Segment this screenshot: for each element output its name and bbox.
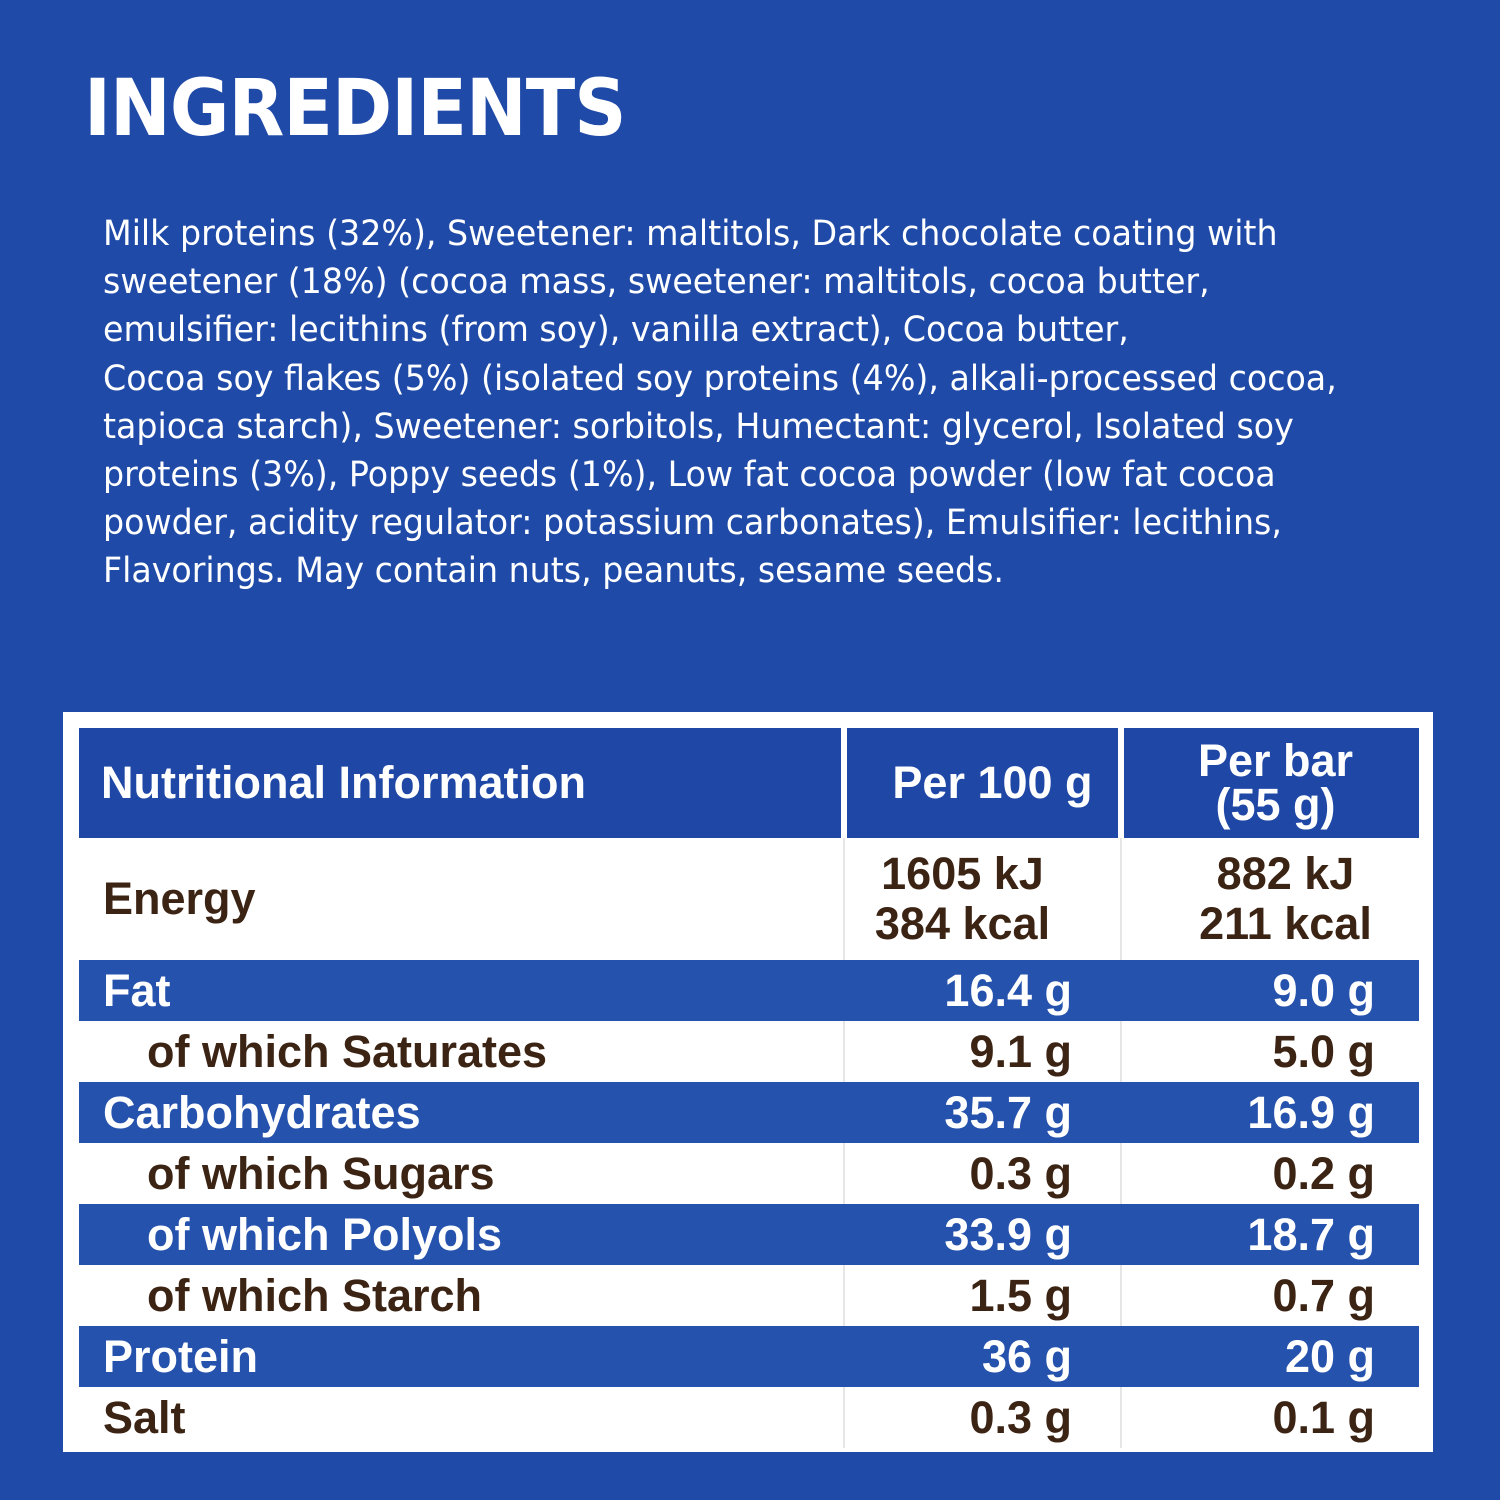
row-label: Energy (79, 838, 844, 960)
table-row: of which Polyols 33.9 g 18.7 g (79, 1204, 1419, 1265)
table-row: Protein 36 g 20 g (79, 1326, 1419, 1387)
ingredients-line: sweetener (18%) (cocoa mass, sweetener: … (103, 262, 1210, 303)
ingredients-line: emulsifier: lecithins (from soy), vanill… (103, 310, 1129, 351)
table-row-energy: Energy 1605 kJ 384 kcal 882 kJ 211 kcal (79, 838, 1419, 960)
energy-per-bar-kcal: 211 kcal (1199, 898, 1372, 949)
row-per-bar: 5.0 g (1120, 1021, 1419, 1082)
row-per-100g: 16.4 g (843, 960, 1121, 1021)
row-per-bar: 20 g (1120, 1326, 1419, 1387)
row-per-100g: 9.1 g (843, 1021, 1121, 1082)
table-row: Salt 0.3 g 0.1 g (79, 1387, 1419, 1448)
energy-per-bar-kj: 882 kJ (1216, 848, 1355, 899)
row-per-100g: 33.9 g (843, 1204, 1121, 1265)
ingredients-line: Milk proteins (32%), Sweetener: maltitol… (103, 214, 1278, 254)
table-row: of which Starch 1.5 g 0.7 g (79, 1265, 1419, 1326)
header-nutritional-information: Nutritional Information (79, 728, 847, 838)
row-per-100g: 0.3 g (843, 1387, 1121, 1448)
table-row: of which Sugars 0.3 g 0.2 g (79, 1143, 1419, 1204)
row-label: of which Saturates (79, 1021, 844, 1082)
ingredients-text: Milk proteins (32%), Sweetener: maltitol… (103, 210, 1386, 596)
row-per-bar: 9.0 g (1120, 960, 1419, 1021)
row-per-bar: 0.1 g (1120, 1387, 1419, 1448)
row-per-100g: 1.5 g (843, 1265, 1121, 1326)
row-label: of which Sugars (79, 1143, 844, 1204)
ingredients-line: proteins (3%), Poppy seeds (1%), Low fat… (103, 455, 1276, 496)
row-per-bar: 16.9 g (1120, 1082, 1419, 1143)
ingredients-heading: INGREDIENTS (84, 64, 627, 154)
ingredients-line: powder, acidity regulator: potassium car… (103, 503, 1282, 544)
row-label: Protein (79, 1326, 844, 1387)
ingredients-line: Flavorings. May contain nuts, peanuts, s… (103, 551, 1004, 592)
row-per-100g: 35.7 g (843, 1082, 1121, 1143)
nutrition-panel: Nutritional Information Per 100 g Per ba… (63, 712, 1433, 1452)
row-per-100g: 36 g (843, 1326, 1121, 1387)
row-per-bar: 18.7 g (1120, 1204, 1419, 1265)
energy-per-100g: 1605 kJ 384 kcal (843, 838, 1121, 960)
nutrition-table: Nutritional Information Per 100 g Per ba… (79, 728, 1419, 1448)
table-row: Fat 16.4 g 9.0 g (79, 960, 1419, 1021)
ingredients-line: tapioca starch), Sweetener: sorbitols, H… (103, 406, 1294, 447)
row-label: Salt (79, 1387, 844, 1448)
row-per-100g: 0.3 g (843, 1143, 1121, 1204)
row-label: Fat (79, 960, 844, 1021)
energy-per-bar: 882 kJ 211 kcal (1120, 838, 1419, 960)
table-row: of which Saturates 9.1 g 5.0 g (79, 1021, 1419, 1082)
ingredients-line: Cocoa soy flakes (5%) (isolated soy prot… (103, 358, 1337, 399)
header-per-bar-line1: Per bar (1197, 735, 1354, 786)
row-label: of which Starch (79, 1265, 844, 1326)
header-per-bar: Per bar (55 g) (1121, 728, 1419, 838)
energy-per-100g-kcal: 384 kcal (874, 898, 1051, 949)
row-label: Carbohydrates (79, 1082, 844, 1143)
row-per-bar: 0.7 g (1120, 1265, 1419, 1326)
table-row: Carbohydrates 35.7 g 16.9 g (79, 1082, 1419, 1143)
header-per-100g: Per 100 g (844, 728, 1124, 838)
row-per-bar: 0.2 g (1120, 1143, 1419, 1204)
nutrition-header-row: Nutritional Information Per 100 g Per ba… (79, 728, 1419, 838)
header-per-bar-line2: (55 g) (1215, 779, 1336, 830)
row-label: of which Polyols (79, 1204, 844, 1265)
energy-per-100g-kj: 1605 kJ (881, 848, 1044, 899)
